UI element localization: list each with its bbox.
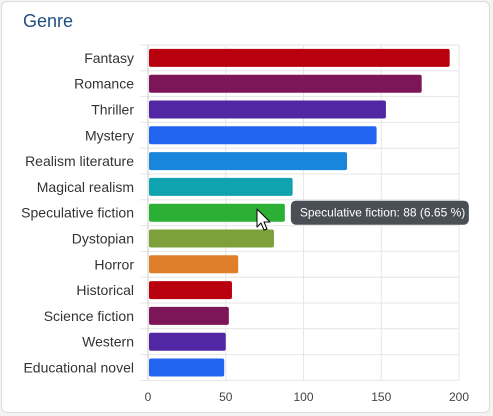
category-label: Horror	[94, 256, 134, 272]
x-tick-label: 200	[449, 390, 469, 404]
category-label: Speculative fiction	[21, 205, 134, 221]
category-label: Dystopian	[72, 231, 134, 247]
bar-thriller[interactable]	[149, 100, 386, 119]
category-label: Western	[82, 334, 134, 350]
bar-historical[interactable]	[149, 281, 232, 300]
category-label: Thriller	[91, 102, 134, 118]
category-label: Educational novel	[23, 360, 134, 376]
bar-romance[interactable]	[149, 74, 422, 93]
bar-horror[interactable]	[149, 255, 239, 274]
x-tick-label: 0	[145, 390, 152, 404]
bar-fantasy[interactable]	[149, 48, 450, 67]
bar-realism-literature[interactable]	[149, 152, 348, 171]
bar-science-fiction[interactable]	[149, 306, 229, 325]
category-label: Fantasy	[84, 50, 134, 66]
tooltip-text: Speculative fiction: 88 (6.65 %)	[300, 206, 465, 220]
tooltip-background	[290, 200, 469, 225]
mouse-cursor-icon	[256, 208, 271, 231]
category-label: Magical realism	[37, 179, 134, 195]
category-label: Historical	[76, 282, 134, 298]
category-label: Science fiction	[44, 308, 134, 324]
category-label: Mystery	[85, 127, 134, 143]
bar-western[interactable]	[149, 332, 226, 351]
bar-mystery[interactable]	[149, 126, 377, 145]
bar-educational-novel[interactable]	[149, 358, 225, 377]
category-label: Realism literature	[25, 153, 134, 169]
x-tick-label: 100	[293, 390, 313, 404]
x-tick-label: 50	[219, 390, 233, 404]
bar-speculative-fiction[interactable]	[149, 203, 285, 222]
x-tick-label: 150	[371, 390, 391, 404]
chart-title: Genre	[23, 11, 74, 31]
category-label: Romance	[74, 76, 134, 92]
bar-dystopian[interactable]	[149, 229, 274, 248]
bar-magical-realism[interactable]	[149, 177, 293, 196]
tooltip: Speculative fiction: 88 (6.65 %)	[290, 200, 469, 225]
